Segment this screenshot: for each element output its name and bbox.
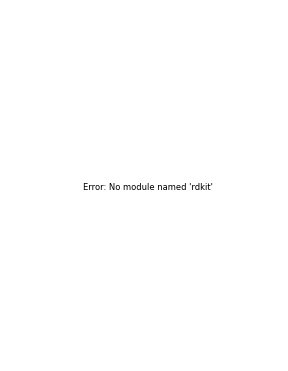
Text: Error: No module named 'rdkit': Error: No module named 'rdkit' <box>83 183 213 192</box>
